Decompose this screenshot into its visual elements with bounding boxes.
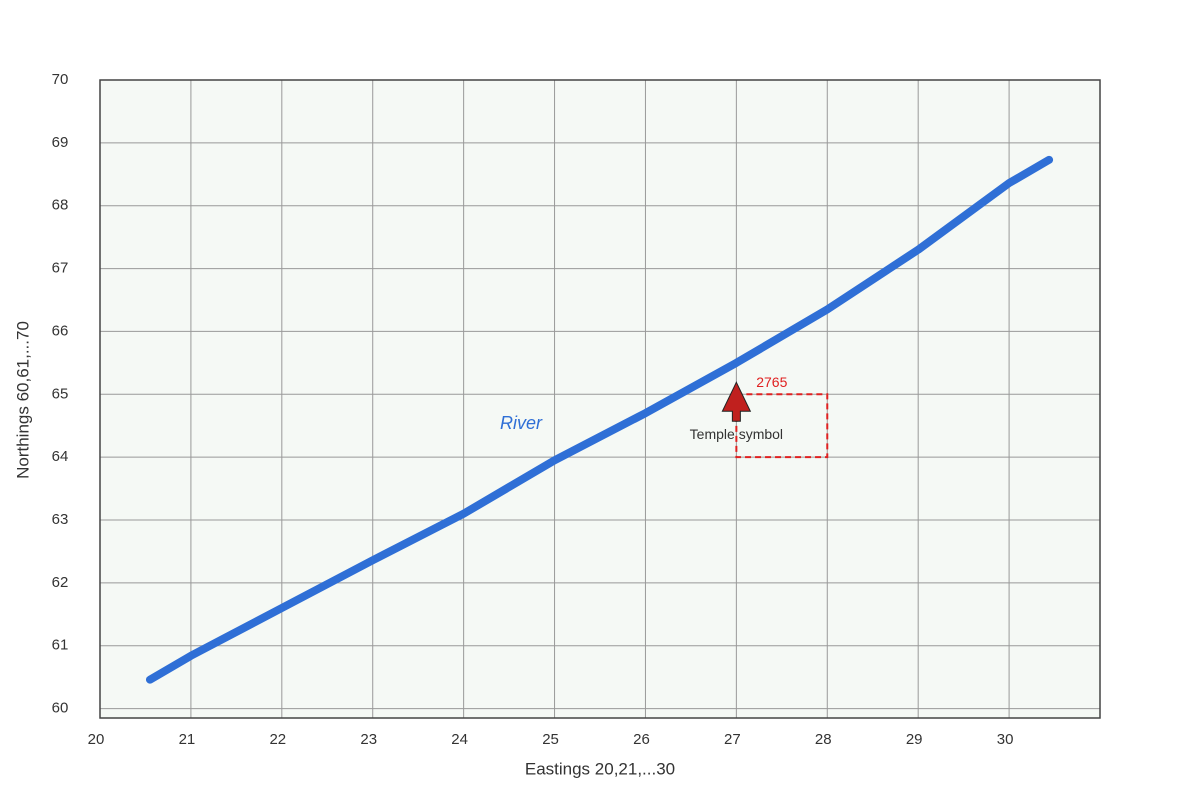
y-tick-label: 68 [52,197,69,214]
x-axis-label: Eastings 20,21,...30 [525,759,675,778]
x-tick-label: 26 [633,731,650,748]
x-tick-label: 25 [542,731,559,748]
x-tick-label: 20 [88,731,105,748]
x-tick-label: 24 [451,731,468,748]
grid-square-label: 2765 [756,374,787,390]
y-tick-label: 66 [52,322,69,339]
y-tick-label: 69 [52,134,69,151]
y-tick-label: 62 [52,574,69,591]
x-tick-label: 28 [815,731,832,748]
grid-square [735,393,829,459]
plot-frame [99,79,1101,719]
x-tick-label: 23 [360,731,377,748]
x-tick-label: 21 [179,731,196,748]
y-tick-label: 60 [52,700,69,717]
river-line [146,155,1054,684]
y-tick-label: 67 [52,260,69,277]
river-label: River [500,413,543,433]
marks [146,155,1054,684]
x-tick-label: 22 [269,731,286,748]
y-tick-label: 64 [52,448,69,465]
temple-symbol [721,381,752,422]
y-tick-label: 63 [52,511,69,528]
y-tick-label: 65 [52,385,69,402]
y-tick-label: 61 [52,637,69,654]
y-axis-label: Northings 60,61,...70 [13,321,32,479]
x-tick-label: 30 [997,731,1014,748]
x-tick-label: 27 [724,731,741,748]
x-tick-label: 29 [906,731,923,748]
y-tick-label: 70 [52,71,69,88]
annotation-label: Temple symbol [690,426,783,442]
